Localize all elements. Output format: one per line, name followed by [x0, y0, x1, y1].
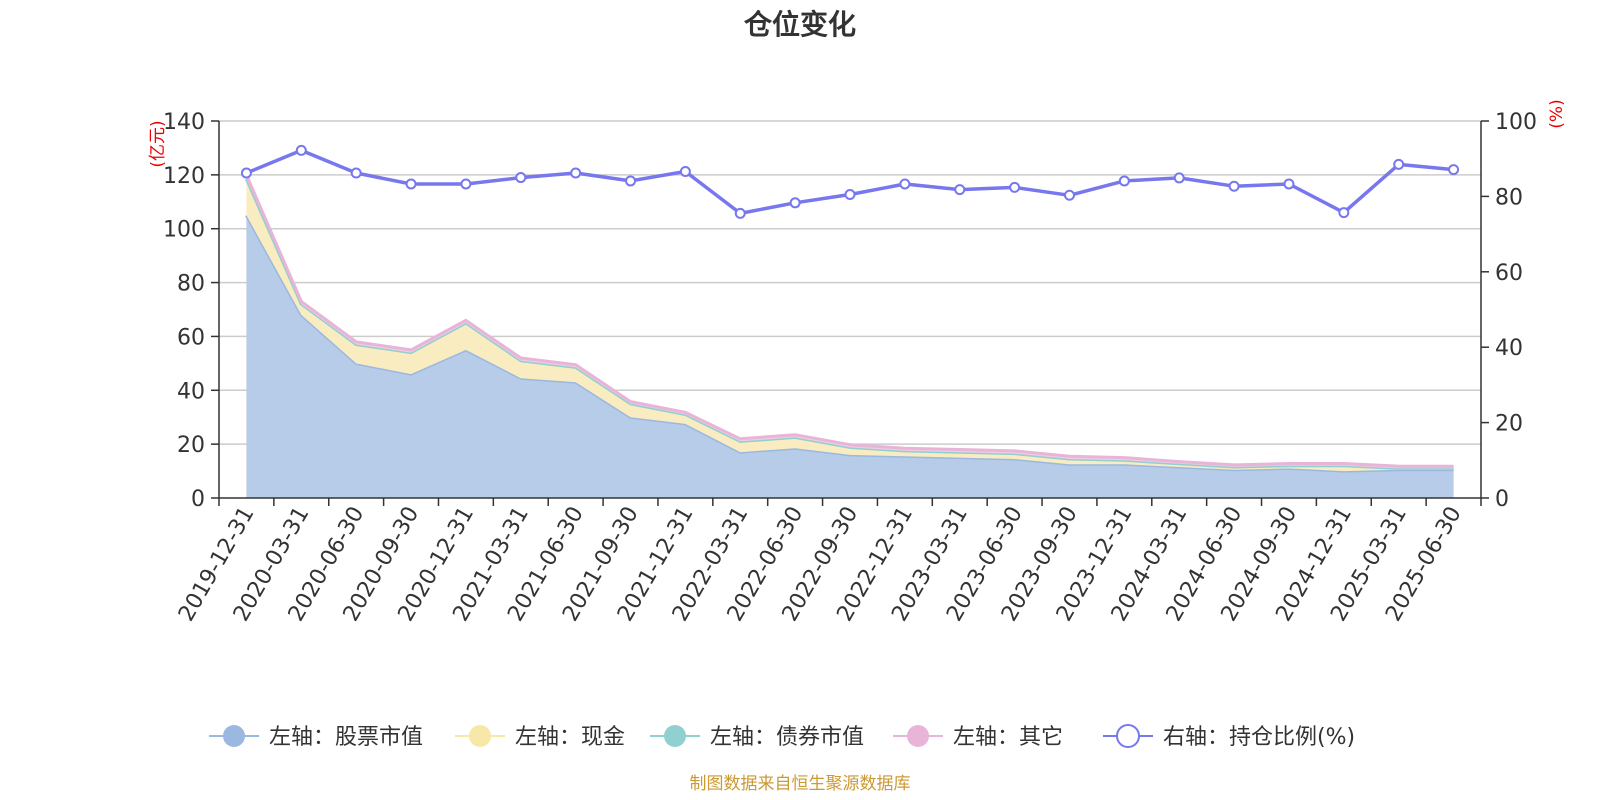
area-layer	[245, 174, 1454, 499]
legend: 左轴：股票市值 左轴：现金 左轴：债券市值 左轴：其它 右轴：持仓比例(%)	[209, 724, 1355, 750]
left-tick-label-5: 100	[163, 218, 205, 243]
source-note: 制图数据来自恒生聚源数据库	[690, 774, 911, 794]
ratio-point-5[interactable]	[515, 172, 527, 184]
right-tick-label-4: 80	[1495, 185, 1523, 210]
right-axis-unit: (%)	[1547, 99, 1567, 128]
ratio-point-14[interactable]	[1009, 181, 1021, 193]
legend-symbol-1	[469, 725, 491, 747]
chart-title: 仓位变化	[744, 8, 856, 41]
ratio-point-4[interactable]	[460, 178, 472, 190]
left-axis-unit: (亿元)	[148, 120, 168, 167]
ratio-point-10[interactable]	[789, 197, 801, 209]
ratio-point-22[interactable]	[1448, 164, 1460, 176]
legend-label-4: 右轴：持仓比例(%)	[1163, 725, 1355, 750]
legend-item-2[interactable]: 左轴：债券市值	[650, 725, 864, 750]
left-tick-label-2: 40	[177, 379, 205, 404]
ratio-point-3[interactable]	[405, 178, 417, 190]
ratio-point-1[interactable]	[295, 144, 307, 156]
legend-symbol-3	[907, 725, 929, 747]
ratio-point-2[interactable]	[350, 167, 362, 179]
ratio-point-13[interactable]	[954, 184, 966, 196]
legend-symbol-2	[664, 725, 686, 747]
legend-symbol-0	[223, 725, 245, 747]
legend-item-3[interactable]: 左轴：其它	[893, 725, 1063, 750]
ratio-point-0[interactable]	[240, 167, 252, 179]
ratio-point-7[interactable]	[625, 175, 637, 187]
ratio-point-8[interactable]	[679, 166, 691, 178]
legend-item-0[interactable]: 左轴：股票市值	[209, 725, 423, 750]
left-tick-label-1: 20	[177, 433, 205, 458]
left-tick-label-6: 120	[163, 164, 205, 189]
area-series-line-3	[245, 174, 1454, 468]
ratio-point-16[interactable]	[1118, 175, 1130, 187]
legend-label-3: 左轴：其它	[953, 725, 1063, 750]
legend-item-1[interactable]: 左轴：现金	[455, 725, 625, 750]
left-tick-label-3: 60	[177, 325, 205, 350]
right-tick-label-0: 0	[1495, 487, 1509, 512]
ratio-point-20[interactable]	[1338, 207, 1350, 219]
legend-label-1: 左轴：现金	[515, 725, 625, 750]
ratio-point-18[interactable]	[1228, 180, 1240, 192]
ratio-point-11[interactable]	[844, 189, 856, 201]
legend-item-4[interactable]: 右轴：持仓比例(%)	[1103, 724, 1355, 750]
ratio-point-21[interactable]	[1393, 158, 1405, 170]
area-series-0	[246, 215, 1454, 499]
left-tick-label-4: 80	[177, 272, 205, 297]
legend-label-2: 左轴：债券市值	[710, 725, 864, 750]
ratio-point-19[interactable]	[1283, 178, 1295, 190]
legend-symbol-4	[1116, 724, 1140, 748]
right-tick-label-3: 60	[1495, 261, 1523, 286]
ratio-point-9[interactable]	[734, 207, 746, 219]
right-tick-label-2: 40	[1495, 336, 1523, 361]
right-tick-label-5: 100	[1495, 110, 1537, 135]
ratio-point-6[interactable]	[570, 167, 582, 179]
legend-label-0: 左轴：股票市值	[269, 725, 423, 750]
left-tick-label-7: 140	[163, 110, 205, 135]
ratio-point-15[interactable]	[1063, 189, 1075, 201]
ratio-line	[245, 148, 1454, 216]
right-tick-label-1: 20	[1495, 412, 1523, 437]
ratio-point-17[interactable]	[1173, 172, 1185, 184]
line-layer	[240, 144, 1460, 219]
left-tick-label-0: 0	[191, 487, 205, 512]
ratio-point-12[interactable]	[899, 178, 911, 190]
